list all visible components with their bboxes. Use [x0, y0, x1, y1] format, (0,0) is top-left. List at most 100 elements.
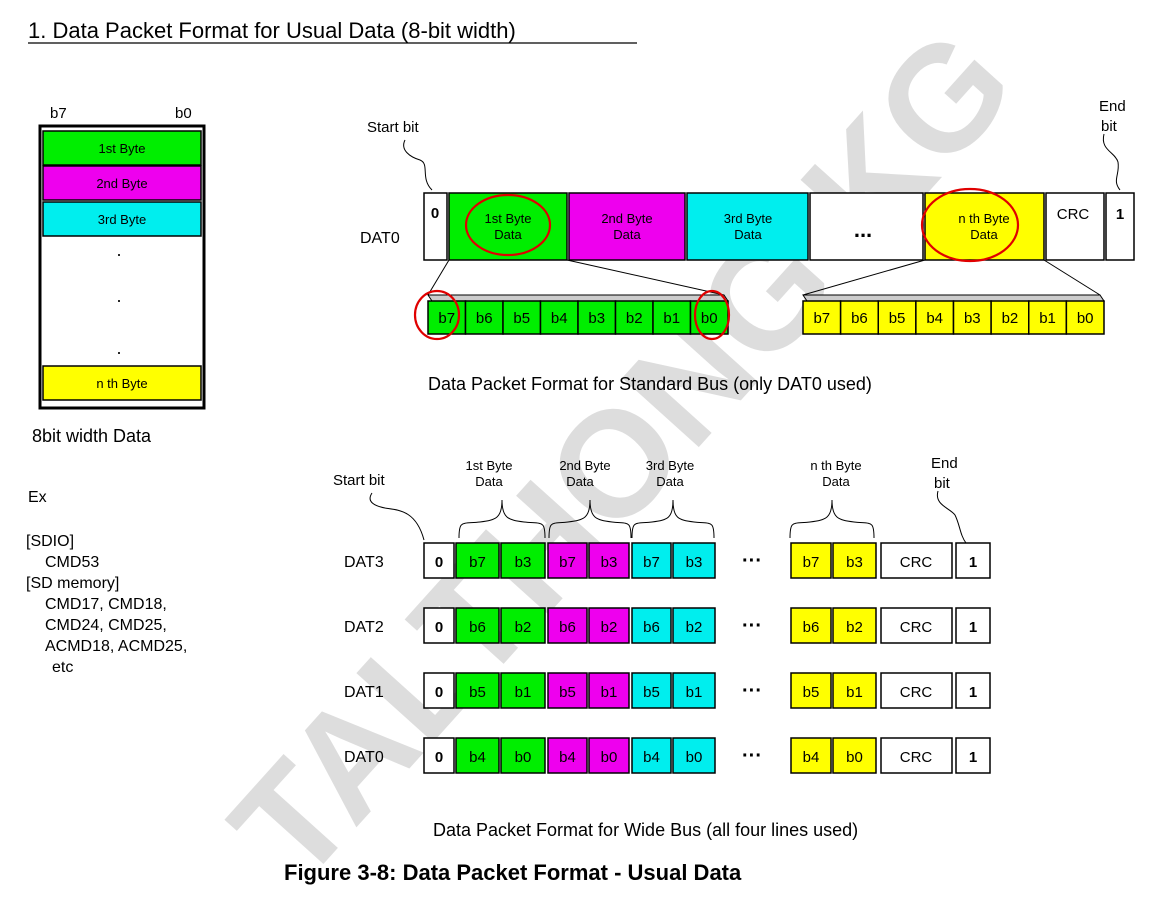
- examples-line-sd-memory: [SD memory]: [26, 575, 119, 592]
- standard-bus-field-nth-line1: n th Byte: [958, 211, 1009, 226]
- standard-bus-end-cell: [1105, 192, 1135, 261]
- standard-bus-green-bit-label-b5: b5: [513, 310, 530, 327]
- wide-bus-group-1st-line1: 1st Byte: [466, 458, 513, 473]
- figure-caption: Figure 3-8: Data Packet Format - Usual D…: [284, 860, 742, 885]
- standard-bus-green-bit-label-b0: b0: [701, 310, 718, 327]
- wide-bus-group-1st-line2: Data: [475, 474, 503, 489]
- wide-bus-dat2-end-cell: [955, 607, 991, 644]
- wide-bus-dat3-cell-1: [500, 542, 546, 579]
- standard-bus-yellow-bits: b7 b6 b5 b4 b3 b2 b1 b0: [802, 300, 1105, 335]
- wide-bus-dat2-bit-3: b2: [601, 619, 618, 636]
- wide-bus-dat3-end-value: 1: [969, 554, 977, 571]
- wide-bus-dat0-crc-cell: [880, 737, 953, 774]
- highlight-circle-b7: [413, 289, 461, 341]
- wide-bus-dat0-bit-3: b0: [601, 749, 618, 766]
- standard-bus-yellow-bits-bevel: [802, 294, 1105, 302]
- wide-bus-dat1-nth-bit-1: b1: [846, 684, 863, 701]
- standard-bus-field-ellipsis: [809, 192, 924, 261]
- standard-bus-yellow-bit-cell-b7: [802, 300, 842, 335]
- wide-bus-dat3-start-value: 0: [435, 554, 443, 571]
- byte-stack-dot-1: .: [116, 240, 121, 260]
- standard-bus-yellow-bit-label-b6: b6: [851, 310, 868, 327]
- standard-bus-green-bit-cell-b6: [464, 300, 504, 335]
- standard-bus-yellow-bit-label-b3: b3: [964, 310, 981, 327]
- standard-bus-expand-line-nth-right: [1043, 259, 1101, 296]
- standard-bus-green-bits-bevel: [427, 294, 729, 302]
- standard-bus-green-bit-label-b2: b2: [626, 310, 643, 327]
- standard-bus-end-arrow: [1102, 133, 1121, 191]
- wide-bus-dat3-cell-4: [631, 542, 672, 579]
- wide-bus-dat1-end-cell: [955, 672, 991, 709]
- wide-bus-dat1-nth-bit-0: b5: [803, 684, 820, 701]
- wide-bus-dat0-bit-1: b0: [515, 749, 532, 766]
- highlight-circle-nth-byte: [920, 187, 1020, 263]
- wide-bus-dat1-nth-cell-1: [832, 672, 877, 709]
- standard-bus-expand-line-1st-left: [427, 259, 450, 296]
- wide-bus-dat2-cell-0: [455, 607, 500, 644]
- byte-stack-3rd-byte-label: 3rd Byte: [98, 212, 146, 227]
- wide-bus-dat1-bit-4: b5: [643, 684, 660, 701]
- wide-bus-dat1-bit-1: b1: [515, 684, 532, 701]
- wide-bus-dat2-nth-bit-0: b6: [803, 619, 820, 636]
- wide-bus-dat0-nth-bit-0: b4: [803, 749, 820, 766]
- wide-bus-end-arrow: [936, 490, 967, 544]
- byte-stack-2nd-byte: [42, 165, 202, 201]
- wide-bus-start-arrow: [369, 492, 425, 541]
- wide-bus-dat3-bit-0: b7: [469, 554, 486, 571]
- wide-bus-dat3-bit-1: b3: [515, 554, 532, 571]
- wide-bus-dat2-nth-cell-1: [832, 607, 877, 644]
- wide-bus-dat2-cell-5: [672, 607, 716, 644]
- byte-stack-1st-byte: [42, 130, 202, 166]
- wide-bus-group-nth-line1: n th Byte: [810, 458, 861, 473]
- standard-bus-yellow-bit-cell-b0: [1065, 300, 1105, 335]
- standard-bus-end-label-line1: End: [1099, 98, 1126, 115]
- wide-bus-dat0-end-cell: [955, 737, 991, 774]
- wide-bus-dat2-bit-1: b2: [515, 619, 532, 636]
- standard-bus-yellow-bit-cell-b1: [1028, 300, 1068, 335]
- standard-bus-green-bit-cell-b3: [577, 300, 617, 335]
- wide-bus-dat3-nth-cell-1: [832, 542, 877, 579]
- wide-bus-dat0-nth-bit-1: b0: [846, 749, 863, 766]
- wide-bus-dat2-nth-cell-0: [790, 607, 832, 644]
- wide-bus-dat3-end-cell: [955, 542, 991, 579]
- standard-bus-crc-cell: [1045, 192, 1105, 261]
- wide-bus-dat0-cell-3: [588, 737, 630, 774]
- wide-bus-dat0-start-cell: [423, 737, 455, 774]
- standard-bus-green-bit-cell-b4: [539, 300, 579, 335]
- examples-line-cmd24-25: CMD24, CMD25,: [45, 617, 167, 634]
- wide-bus-dat3-cell-3: [588, 542, 630, 579]
- wide-bus-line-label-dat3: DAT3: [344, 554, 384, 571]
- standard-bus-expand-line-nth-left: [802, 259, 926, 296]
- standard-bus-field-2nd-line2: Data: [613, 227, 641, 242]
- wide-bus-dat3-cell-2: [547, 542, 588, 579]
- wide-bus-dat0-bit-5: b0: [686, 749, 703, 766]
- wide-bus-dat2-crc-cell: [880, 607, 953, 644]
- wide-bus-group-2nd-line1: 2nd Byte: [559, 458, 610, 473]
- standard-bus-field-1st-line1: 1st Byte: [485, 211, 532, 226]
- examples-line-acmd: ACMD18, ACMD25,: [45, 638, 187, 655]
- wide-bus-brace-1st: [458, 499, 546, 539]
- examples-line-cmd53: CMD53: [45, 554, 99, 571]
- wide-bus-dat2-bit-4: b6: [643, 619, 660, 636]
- byte-stack-1st-byte-label: 1st Byte: [99, 141, 146, 156]
- examples-line-etc: etc: [52, 659, 73, 676]
- wide-bus-dat1-cell-1: [500, 672, 546, 709]
- standard-bus-yellow-bit-label-b4: b4: [926, 310, 943, 327]
- wide-bus-dat2-bit-5: b2: [686, 619, 703, 636]
- wide-bus-dat0-cell-4: [631, 737, 672, 774]
- wide-bus-dat2-start-value: 0: [435, 619, 443, 636]
- byte-stack-msb-label: b7: [50, 105, 67, 122]
- wide-bus-line-label-dat2: DAT2: [344, 619, 384, 636]
- wide-bus-dat2-cell-1: [500, 607, 546, 644]
- wide-bus-dat3-nth-cell-0: [790, 542, 832, 579]
- standard-bus-green-bit-label-b1: b1: [663, 310, 680, 327]
- wide-bus-dat0-crc-label: CRC: [900, 749, 933, 766]
- byte-stack-3rd-byte: [42, 201, 202, 237]
- standard-bus-expand-line-1st-right: [566, 259, 725, 296]
- wide-bus-line-label-dat0: DAT0: [344, 749, 384, 766]
- wide-bus-dat2-bit-0: b6: [469, 619, 486, 636]
- standard-bus-crc-label: CRC: [1057, 206, 1090, 223]
- wide-bus-dat1-cell-2: [547, 672, 588, 709]
- wide-bus-dat0-end-value: 1: [969, 749, 977, 766]
- standard-bus-ellipsis: ...: [854, 217, 872, 242]
